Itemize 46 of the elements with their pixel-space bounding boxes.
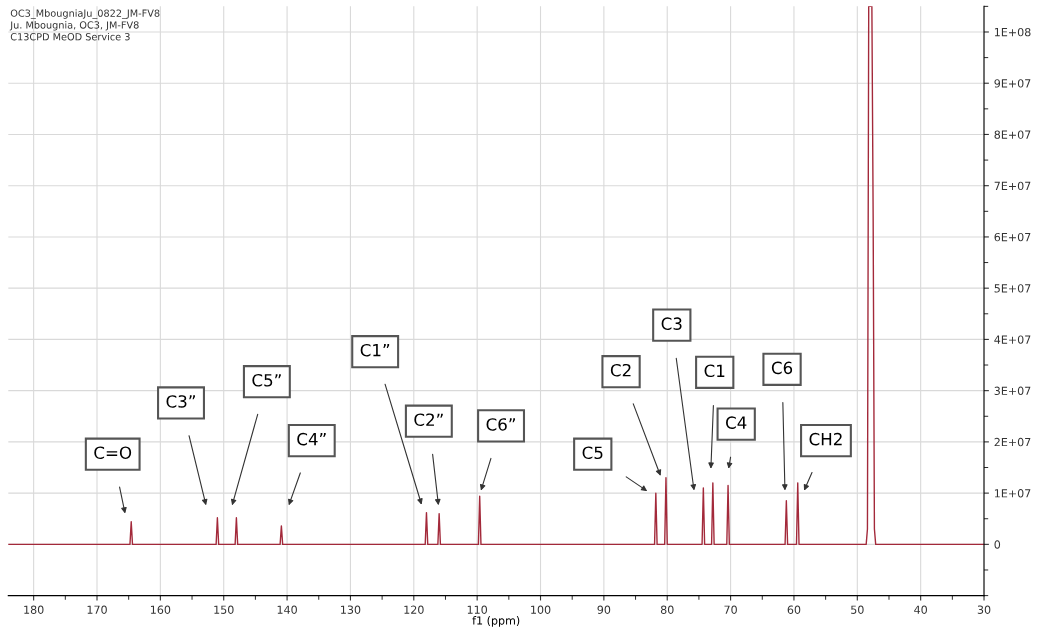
x-axis-title: f1 (ppm) [472,616,520,627]
x-tick-label: 180 [24,605,44,614]
x-tick-label: 130 [341,605,361,614]
x-tick-label: 40 [914,605,927,614]
x-tick-label: 160 [150,605,171,614]
y-tick-label: 0 [994,540,1001,549]
y-tick-label: 5E+07 [994,284,1031,293]
annotation: C2” [414,413,443,427]
x-tick-label: 90 [597,605,611,614]
annotation: C3” [166,395,195,408]
annotation: C6” [486,418,515,431]
annotation: C1” [360,343,390,357]
annotation: C6 [771,361,793,375]
annotation: C1 [704,364,725,378]
y-tick-label: 1E+08 [994,27,1031,37]
annotation: OC3_MbougniaJu_0822_JM-FV8 [10,9,160,19]
annotation: CH2 [809,432,842,446]
x-tick-label: 150 [214,605,234,614]
line-series [8,6,985,546]
annotation: C4 [726,416,747,429]
y-tick-label: 2E+07 [994,437,1031,447]
y-tick-label: 1E+07 [994,489,1031,498]
x-tick-label: 30 [977,605,991,614]
y-tick-label: 3E+07 [994,386,1031,396]
x-tick-label: 100 [531,605,551,614]
y-tick-label: 9E+07 [994,79,1031,88]
x-tick-label: 80 [660,605,674,614]
annotation: Ju. Mbougnia, OC3, JM-FV8 [9,21,139,31]
annotation: C2 [610,363,631,377]
annotation: C4” [297,432,326,446]
x-tick-label: 70 [724,605,737,614]
annotation: C5” [252,373,281,387]
x-tick-label: 60 [787,605,801,614]
annotation: C5 [582,446,603,460]
annotation: C3 [661,317,682,330]
x-tick-label: 110 [467,605,488,614]
y-tick-label: 7E+07 [994,181,1031,191]
x-tick-label: 50 [851,605,864,614]
annotation: C13CPD MeOD Service 3 [10,32,130,41]
annotation: C=O [94,446,132,460]
x-tick-label: 140 [277,605,297,614]
y-tick-label: 6E+07 [994,232,1031,242]
x-tick-label: 170 [87,605,107,614]
y-tick-label: 8E+07 [994,130,1031,139]
y-tick-label: 4E+07 [994,335,1031,344]
x-tick-label: 120 [404,605,424,614]
